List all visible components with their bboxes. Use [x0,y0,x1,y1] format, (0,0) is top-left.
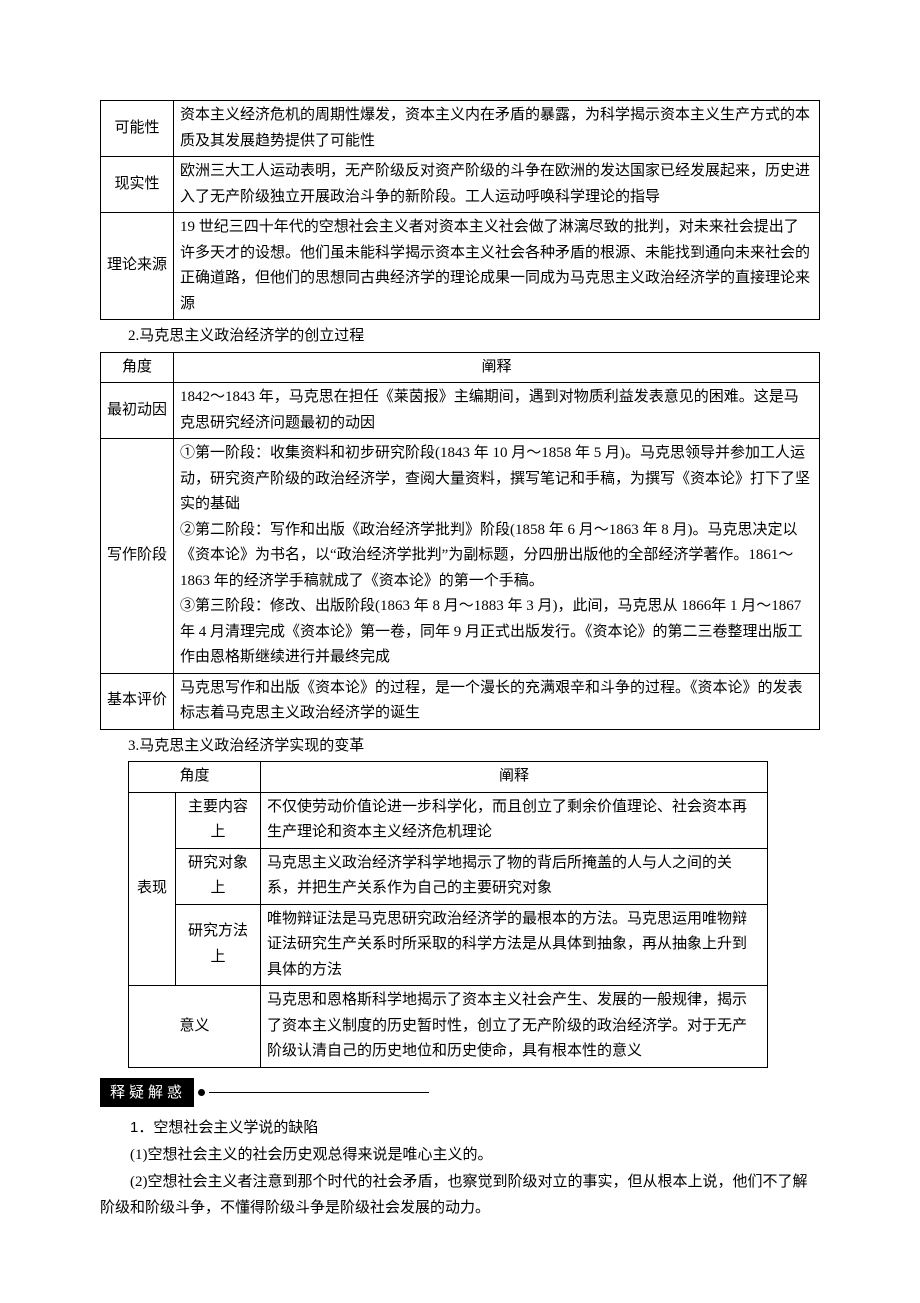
callout-label: 释疑解惑 [100,1078,194,1108]
row-content: ①第一阶段：收集资料和初步研究阶段(1843 年 10 月～1858 年 5 月… [174,439,820,674]
row-content: 不仅使劳动价值论进一步科学化，而且创立了剩余价值理论、社会资本再生产理论和资本主… [261,792,768,848]
table-row: 研究方法上 唯物辩证法是马克思研究政治经济学的最根本的方法。马克思运用唯物辩证法… [129,904,768,986]
section-2-title: 2.马克思主义政治经济学的创立过程 [128,324,820,350]
row-content: 马克思写作和出版《资本论》的过程，是一个漫长的充满艰辛和斗争的过程。《资本论》的… [174,673,820,729]
divider-line [209,1092,429,1093]
row-label: 可能性 [101,101,174,157]
row-label: 现实性 [101,157,174,213]
group-label: 表现 [129,792,176,986]
table-row: 现实性 欧洲三大工人运动表明，无产阶级反对资产阶级的斗争在欧洲的发达国家已经发展… [101,157,820,213]
table-row: 基本评价 马克思写作和出版《资本论》的过程，是一个漫长的充满艰辛和斗争的过程。《… [101,673,820,729]
sub-row-label: 研究方法上 [176,904,261,986]
paragraph: (1)空想社会主义的社会历史观总得来说是唯心主义的。 [100,1143,820,1169]
row-content: 1842～1843 年，马克思在担任《莱茵报》主编期间，遇到对物质利益发表意见的… [174,383,820,439]
table-header-row: 角度 阐释 [101,352,820,383]
table-row: 最初动因 1842～1843 年，马克思在担任《莱茵报》主编期间，遇到对物质利益… [101,383,820,439]
table-3-wrapper: 角度 阐释 表现 主要内容上 不仅使劳动价值论进一步科学化，而且创立了剩余价值理… [128,761,820,1068]
table-header-row: 角度 阐释 [129,762,768,793]
paragraph: (2)空想社会主义者注意到那个时代的社会矛盾，也察觉到阶级对立的事实，但从根本上… [100,1170,820,1221]
table-row: 可能性 资本主义经济危机的周期性爆发，资本主义内在矛盾的暴露，为科学揭示资本主义… [101,101,820,157]
table-row: 理论来源 19 世纪三四十年代的空想社会主义者对资本主义社会做了淋漓尽致的批判，… [101,213,820,320]
table-row: 写作阶段 ①第一阶段：收集资料和初步研究阶段(1843 年 10 月～1858 … [101,439,820,674]
col-header: 阐释 [174,352,820,383]
row-content: 欧洲三大工人运动表明，无产阶级反对资产阶级的斗争在欧洲的发达国家已经发展起来，历… [174,157,820,213]
table-reform: 角度 阐释 表现 主要内容上 不仅使劳动价值论进一步科学化，而且创立了剩余价值理… [128,761,768,1068]
table-conditions: 可能性 资本主义经济危机的周期性爆发，资本主义内在矛盾的暴露，为科学揭示资本主义… [100,100,820,320]
table-creation-process: 角度 阐释 最初动因 1842～1843 年，马克思在担任《莱茵报》主编期间，遇… [100,352,820,730]
row-content: 唯物辩证法是马克思研究政治经济学的最根本的方法。马克思运用唯物辩证法研究生产关系… [261,904,768,986]
row-label: 意义 [129,986,261,1068]
row-content: 马克思主义政治经济学科学地揭示了物的背后所掩盖的人与人之间的关系，并把生产关系作… [261,848,768,904]
table-row: 研究对象上 马克思主义政治经济学科学地揭示了物的背后所掩盖的人与人之间的关系，并… [129,848,768,904]
table-row: 意义 马克思和恩格斯科学地揭示了资本主义社会产生、发展的一般规律，揭示了资本主义… [129,986,768,1068]
row-label: 写作阶段 [101,439,174,674]
col-header: 阐释 [261,762,768,793]
row-label: 基本评价 [101,673,174,729]
bullet-icon [198,1089,205,1096]
table-row: 表现 主要内容上 不仅使劳动价值论进一步科学化，而且创立了剩余价值理论、社会资本… [129,792,768,848]
row-content: 马克思和恩格斯科学地揭示了资本主义社会产生、发展的一般规律，揭示了资本主义制度的… [261,986,768,1068]
row-content: 19 世纪三四十年代的空想社会主义者对资本主义社会做了淋漓尽致的批判，对未来社会… [174,213,820,320]
row-label: 理论来源 [101,213,174,320]
document-page: 可能性 资本主义经济危机的周期性爆发，资本主义内在矛盾的暴露，为科学揭示资本主义… [0,0,920,1303]
sub-row-label: 主要内容上 [176,792,261,848]
sub-row-label: 研究对象上 [176,848,261,904]
row-content: 资本主义经济危机的周期性爆发，资本主义内在矛盾的暴露，为科学揭示资本主义生产方式… [174,101,820,157]
col-header: 角度 [129,762,261,793]
row-label: 最初动因 [101,383,174,439]
numbered-heading: 1．空想社会主义学说的缺陷 [100,1115,820,1141]
callout-heading: 释疑解惑 [100,1078,820,1108]
section-3-title: 3.马克思主义政治经济学实现的变革 [128,734,820,760]
col-header: 角度 [101,352,174,383]
